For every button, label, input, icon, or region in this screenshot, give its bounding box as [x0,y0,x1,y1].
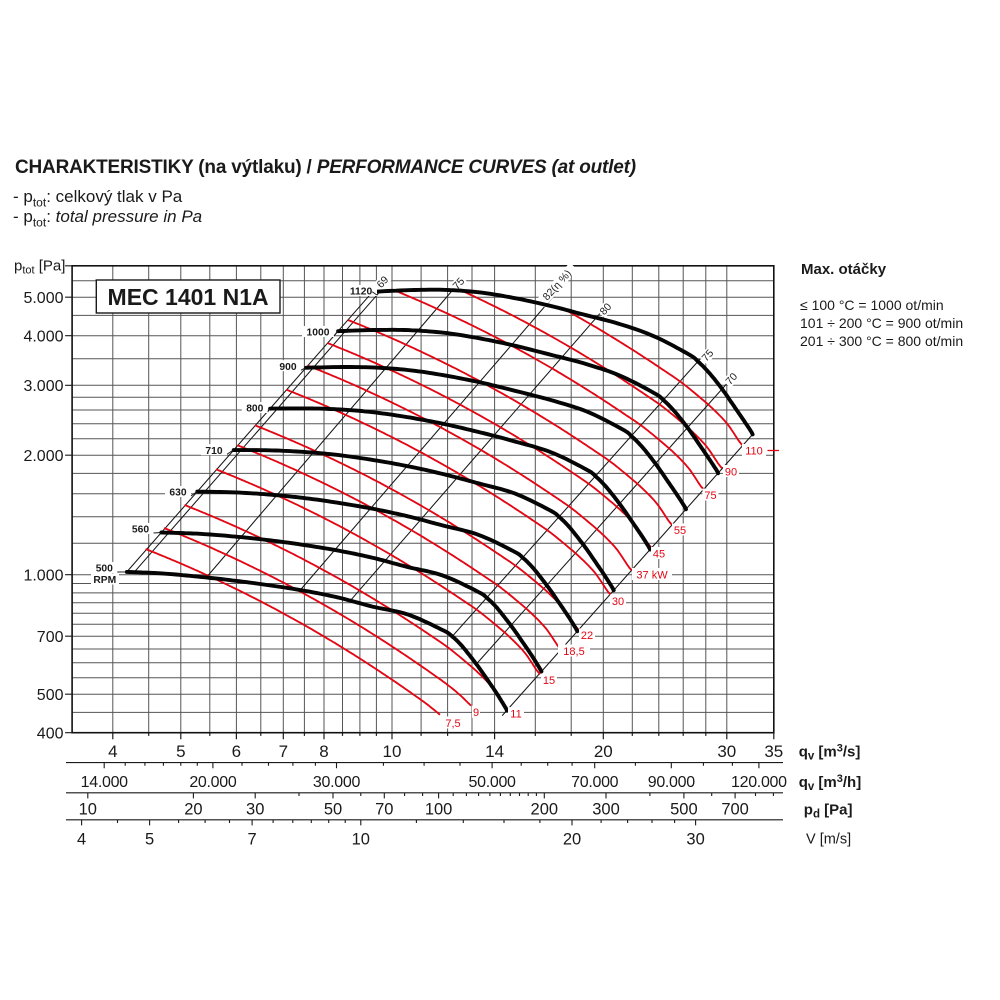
svg-text:4.000: 4.000 [23,328,63,345]
svg-text:11: 11 [510,709,521,721]
svg-text:18,5: 18,5 [563,646,584,658]
svg-text:50.000: 50.000 [469,774,517,791]
svg-text:20: 20 [563,830,581,848]
svg-text:7: 7 [279,742,288,761]
svg-text:6: 6 [232,742,241,761]
svg-text:qv [m3/h]: qv [m3/h] [799,773,862,793]
svg-text:400: 400 [37,725,64,742]
svg-text:5.000: 5.000 [23,290,63,307]
svg-text:55: 55 [674,525,686,537]
svg-text:70.000: 70.000 [571,774,619,791]
svg-text:110: 110 [745,445,763,457]
svg-text:14.000: 14.000 [81,774,129,791]
svg-text:10: 10 [352,830,370,848]
svg-text:35: 35 [764,742,783,761]
svg-text:15: 15 [543,675,555,687]
svg-text:1120: 1120 [350,287,373,298]
svg-text:7,5: 7,5 [445,718,460,730]
svg-text:560: 560 [132,525,149,536]
svg-text:pd [Pa]: pd [Pa] [804,802,853,821]
svg-text:4: 4 [108,742,117,761]
svg-text:1000: 1000 [307,328,330,339]
svg-text:qv [m3/s]: qv [m3/s] [799,742,861,762]
svg-text:800: 800 [246,404,263,415]
svg-text:30: 30 [686,830,704,848]
svg-text:7: 7 [248,830,257,848]
svg-text:8: 8 [319,742,328,761]
svg-text:5: 5 [176,742,185,761]
svg-text:20: 20 [184,801,202,819]
svg-text:500: 500 [96,564,113,575]
svg-text:45: 45 [653,548,665,560]
svg-text:14: 14 [485,742,504,761]
svg-text:RPM: RPM [93,575,116,586]
svg-text:90: 90 [725,466,737,478]
svg-text:100: 100 [425,801,453,819]
svg-text:700: 700 [721,801,749,819]
svg-text:90.000: 90.000 [648,774,696,791]
svg-text:10: 10 [79,801,97,819]
svg-text:500: 500 [37,687,64,704]
svg-text:22: 22 [581,630,593,642]
svg-text:30: 30 [246,801,264,819]
svg-text:10: 10 [383,742,402,761]
svg-text:30: 30 [612,596,624,608]
svg-text:4: 4 [77,830,86,848]
svg-text:710: 710 [205,446,222,457]
svg-text:MEC 1401 N1A: MEC 1401 N1A [108,284,269,310]
svg-text:37 kW: 37 kW [636,569,668,581]
svg-text:ptot [Pa]: ptot [Pa] [14,258,65,277]
svg-text:700: 700 [37,629,64,646]
svg-text:30: 30 [717,742,736,761]
svg-text:900: 900 [279,362,296,373]
svg-text:20.000: 20.000 [189,774,237,791]
svg-text:120.000: 120.000 [731,774,787,791]
svg-text:5: 5 [145,830,154,848]
svg-text:500: 500 [670,801,698,819]
svg-text:70: 70 [375,801,393,819]
svg-text:630: 630 [169,488,186,499]
svg-text:2.000: 2.000 [23,448,63,465]
svg-text:50: 50 [324,801,342,819]
svg-text:200: 200 [531,801,559,819]
svg-text:V [m/s]: V [m/s] [806,831,851,847]
svg-text:30.000: 30.000 [313,774,361,791]
svg-text:20: 20 [594,742,613,761]
svg-text:3.000: 3.000 [23,378,63,395]
svg-text:1.000: 1.000 [23,567,63,584]
svg-text:9: 9 [473,707,479,719]
svg-text:75: 75 [704,490,716,502]
svg-text:300: 300 [592,801,620,819]
